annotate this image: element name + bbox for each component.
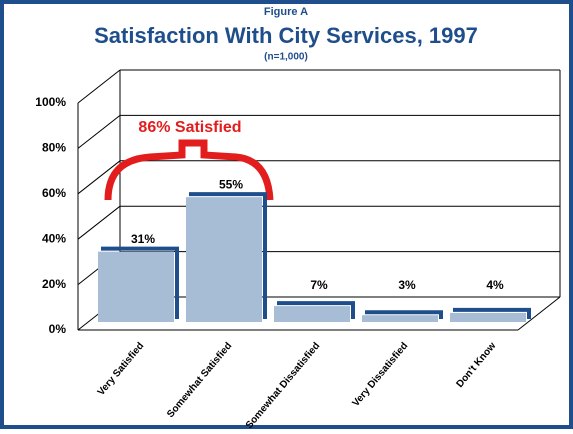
grid-line bbox=[77, 69, 121, 104]
bar bbox=[362, 315, 438, 322]
y-tick-label: 80% bbox=[42, 141, 66, 155]
y-tick-label: 20% bbox=[42, 277, 66, 291]
bar-edge bbox=[189, 192, 267, 319]
bar-edge bbox=[277, 301, 355, 319]
y-tick-label: 100% bbox=[35, 95, 66, 109]
bar-edge bbox=[365, 310, 443, 319]
bar bbox=[98, 251, 174, 322]
bar-edge bbox=[101, 246, 179, 319]
value-label: 3% bbox=[398, 278, 416, 292]
grid-line bbox=[77, 205, 121, 240]
bar bbox=[186, 197, 262, 322]
y-tick-label: 0% bbox=[49, 322, 67, 336]
floor bbox=[517, 296, 561, 331]
value-label: 7% bbox=[310, 278, 328, 292]
brace bbox=[104, 139, 274, 201]
grid-line bbox=[77, 160, 121, 195]
y-tick-label: 60% bbox=[42, 186, 66, 200]
bar-edge bbox=[453, 307, 531, 319]
subtitle: (n=1,000) bbox=[264, 52, 308, 63]
value-label: 55% bbox=[219, 177, 243, 191]
value-label: 4% bbox=[486, 278, 504, 292]
supertitle: Figure A bbox=[264, 6, 308, 18]
chart-title: Satisfaction With City Services, 1997 bbox=[94, 23, 478, 48]
bar bbox=[450, 312, 526, 322]
y-tick-label: 40% bbox=[42, 231, 66, 245]
annotation: 86% Satisfied bbox=[138, 119, 241, 136]
grid-line bbox=[77, 115, 121, 149]
bar bbox=[274, 306, 350, 322]
value-label: 31% bbox=[131, 232, 155, 246]
